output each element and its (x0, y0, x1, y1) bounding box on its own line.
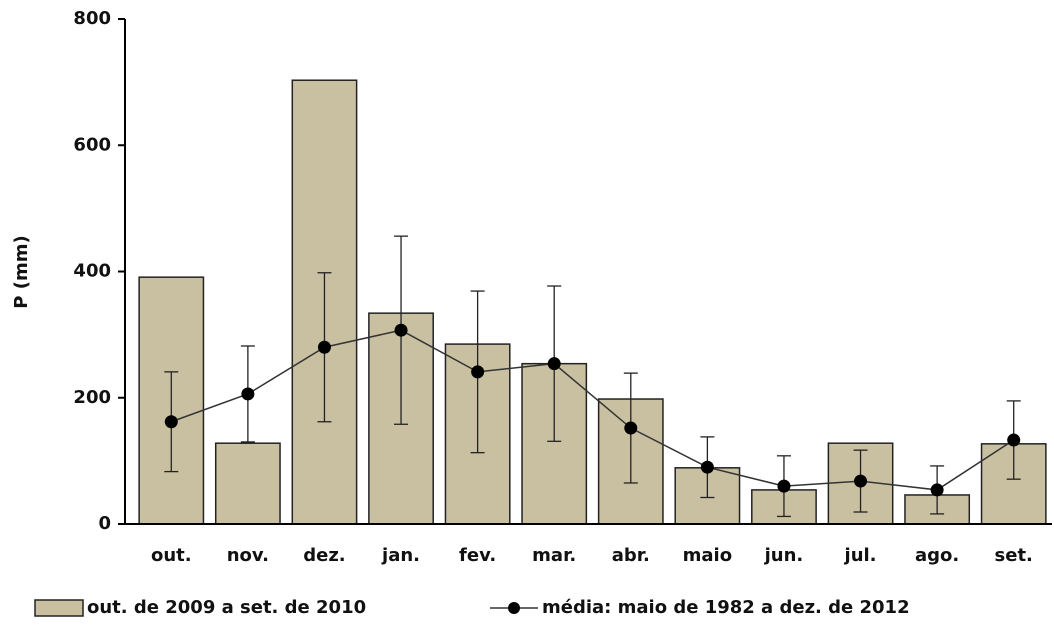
x-tick-label: maio (683, 545, 732, 566)
legend-marker (508, 602, 520, 614)
x-tick-label: jan. (381, 545, 420, 566)
legend-swatch (34, 599, 84, 617)
point (394, 323, 408, 337)
x-tick-label: jun. (764, 545, 804, 566)
y-tick-label: 800 (73, 8, 111, 29)
point (777, 479, 791, 493)
bar (214, 442, 281, 525)
point (930, 483, 944, 497)
x-tick-label: set. (995, 545, 1033, 566)
point (471, 365, 485, 379)
x-tick-label: ago. (915, 545, 959, 566)
legend-label: out. de 2009 a set. de 2010 (87, 597, 366, 618)
y-tick-label: 0 (98, 513, 111, 534)
point (164, 415, 178, 429)
point (317, 340, 331, 354)
x-tick-label: fev. (459, 545, 496, 566)
point (624, 421, 638, 435)
x-tick-label: out. (151, 545, 192, 566)
point (547, 357, 561, 371)
legend-label: média: maio de 1982 a dez. de 2012 (542, 597, 910, 618)
x-tick-label: jul. (844, 545, 877, 566)
y-axis-label: P (mm) (11, 235, 32, 308)
x-tick-label: dez. (303, 545, 345, 566)
y-tick-label: 400 (73, 261, 111, 282)
x-tick-label: mar. (532, 545, 576, 566)
point (700, 460, 714, 474)
x-tick-label: abr. (612, 545, 650, 566)
point (854, 474, 868, 488)
line (171, 329, 1015, 491)
y-tick-label: 600 (73, 134, 111, 155)
point (241, 387, 255, 401)
point (1007, 433, 1021, 447)
x-tick-label: nov. (227, 545, 269, 566)
y-tick-label: 200 (73, 387, 111, 408)
